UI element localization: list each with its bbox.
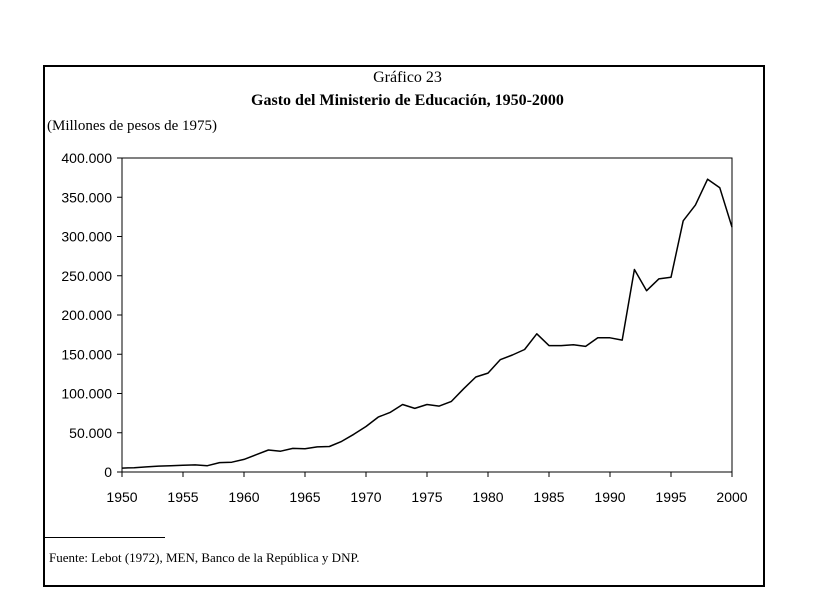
series-group: [121, 178, 733, 469]
x-tick-label: 1950: [106, 489, 137, 505]
y-axis-units-label: (Millones de pesos de 1975): [47, 118, 217, 134]
y-tick-label: 350.000: [61, 189, 112, 205]
y-axis: 0 50.000 100.000 150.000 200.000 250.000 300.0…: [61, 150, 122, 480]
series-line: [121, 178, 733, 469]
y-tick-label: 150.000: [61, 346, 112, 362]
x-tick-label: 1955: [167, 489, 198, 505]
chart-title: Gasto del Ministerio de Educación, 1950-…: [251, 92, 564, 109]
x-tick-label: 1975: [411, 489, 442, 505]
x-tick-label: 1985: [533, 489, 564, 505]
y-tick-label: 250.000: [61, 268, 112, 284]
y-tick-label: 400.000: [61, 150, 112, 166]
x-tick-label: 2000: [716, 489, 747, 505]
plot-area: [121, 157, 733, 473]
y-tick-label: 200.000: [61, 307, 112, 323]
x-tick-label: 1970: [350, 489, 381, 505]
chart-frame: [43, 65, 765, 586]
y-tick-label: 50.000: [69, 425, 112, 441]
x-tick-label: 1965: [289, 489, 320, 505]
source-note: Fuente: Lebot (1972), MEN, Banco de la R…: [49, 550, 360, 565]
x-tick-label: 1995: [655, 489, 686, 505]
chart-frame-bottom: [43, 585, 765, 587]
y-tick-label: 0: [104, 464, 112, 480]
x-tick-label: 1980: [472, 489, 503, 505]
y-tick-label: 300.000: [61, 229, 112, 245]
chart-number: Gráfico 23: [373, 69, 442, 86]
y-tick-label: 100.000: [61, 386, 112, 402]
x-tick-label: 1960: [228, 489, 259, 505]
source-divider: [45, 537, 165, 538]
x-tick-label: 1990: [594, 489, 625, 505]
x-axis: 1950 1955 1960 1965 1970 1975 1980 1985 1990 1995…: [106, 472, 748, 505]
